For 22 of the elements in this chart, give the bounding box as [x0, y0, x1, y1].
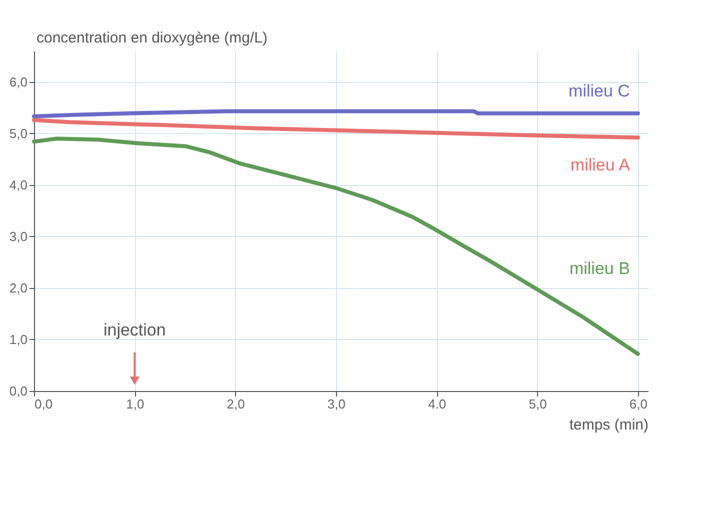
y-tick-label: 3,0: [9, 228, 28, 244]
y-tick-label: 5,0: [9, 126, 28, 141]
y-tick-label: 0,0: [9, 384, 28, 398]
y-tick-label: 1,0: [9, 332, 28, 347]
y-tick-label: 4,0: [9, 177, 28, 192]
x-tick-label: 4.0: [428, 396, 446, 412]
series-label: milieu C: [568, 81, 630, 100]
y-tick-label: 6,0: [9, 74, 28, 90]
x-tick-label: 2,0: [226, 396, 245, 412]
x-tick-label: 6,0: [629, 396, 648, 412]
x-tick-label: 3,0: [327, 396, 346, 412]
x-tick-label: 0,0: [34, 396, 53, 412]
line-series: [32, 136, 640, 356]
x-tick-label: 5,0: [528, 396, 547, 412]
y-axis-title: concentration en dioxygène (mg/L): [36, 30, 268, 46]
x-axis-title: temps (min): [569, 416, 648, 434]
annotation: injection: [103, 320, 166, 340]
series-label: milieu A: [570, 156, 631, 175]
series-label: milieu B: [569, 258, 630, 278]
y-tick-label: 2,0: [9, 280, 28, 296]
x-tick-label: 1,0: [126, 396, 144, 412]
line-series: [32, 118, 640, 140]
